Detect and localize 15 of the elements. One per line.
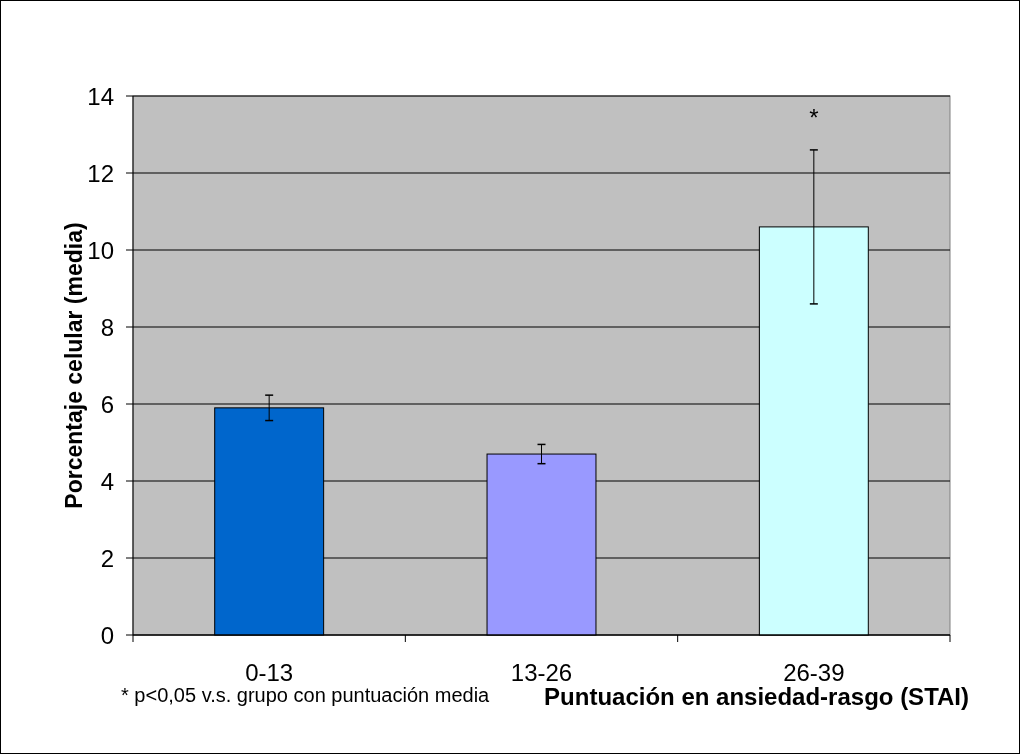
annotation: *	[809, 103, 819, 131]
y-axis-title: Porcentaje celular (media)	[61, 222, 87, 509]
y-tick-label: 10	[87, 236, 114, 264]
y-tick-label: 6	[100, 390, 114, 418]
y-tick-label: 14	[87, 82, 114, 110]
x-tick-label: 26-39	[783, 659, 845, 686]
y-tick-label: 0	[100, 621, 114, 649]
y-tick-label: 12	[87, 159, 114, 187]
y-tick-label: 8	[100, 313, 114, 341]
x-tick-label: 13-26	[510, 659, 573, 686]
x-axis-title: Puntuación en ansiedad-rasgo (STAI)	[544, 683, 969, 710]
y-tick-label: 2	[100, 544, 114, 572]
x-tick-label: 0-13	[245, 659, 294, 686]
text: * p<0,05 v.s. grupo con puntuación media	[121, 684, 491, 706]
y-tick-label: 4	[100, 467, 114, 495]
